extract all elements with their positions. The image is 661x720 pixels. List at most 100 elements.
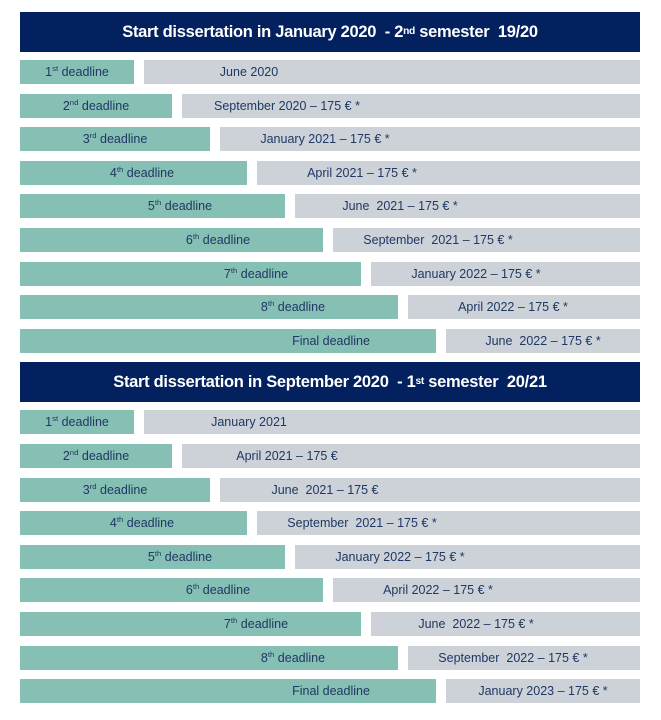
deadline-date-bar: April 2022 – 175 € *: [333, 578, 640, 603]
deadline-label-bar: 2nd deadline: [20, 443, 172, 468]
deadline-date: January 2022 – 175 € *: [411, 266, 541, 281]
deadline-label: 2nd deadline: [62, 447, 130, 463]
deadline-label-bar: Final deadline: [20, 328, 436, 353]
deadline-row: 8th deadline September 2022 – 175 € *: [20, 645, 640, 670]
deadline-row: 4th deadline September 2021 – 175 € *: [20, 511, 640, 536]
deadline-row: 3rd deadline June 2021 – 175 €: [20, 477, 640, 502]
section-header: Start dissertation in September 2020 - 1…: [20, 362, 640, 403]
deadline-date-bar: June 2021 – 175 € *: [295, 194, 640, 219]
deadline-row: 3rd deadline January 2021 – 175 € *: [20, 127, 640, 152]
deadline-date-bar: June 2022 – 175 € *: [371, 611, 640, 636]
deadline-label-bar: 6th deadline: [20, 578, 323, 603]
deadline-label: Final deadline: [292, 333, 370, 348]
deadline-label-bar: Final deadline: [20, 679, 436, 704]
deadline-date: June 2021 – 175 € *: [342, 199, 458, 214]
deadline-label: 8th deadline: [260, 649, 326, 665]
deadline-label: 1st deadline: [45, 63, 109, 79]
deadline-row: 2nd deadline September 2020 – 175 € *: [20, 93, 640, 118]
deadline-date-bar: September 2021 – 175 € *: [333, 227, 640, 252]
deadline-date: September 2021 – 175 € *: [287, 516, 437, 531]
deadline-label-bar: 2nd deadline: [20, 93, 172, 118]
deadline-date: April 2022 – 175 € *: [383, 583, 493, 598]
deadline-date-bar: April 2022 – 175 € *: [408, 295, 640, 320]
deadline-date: September 2022 – 175 € *: [438, 650, 588, 665]
deadline-label: 4th deadline: [109, 164, 175, 180]
deadline-label: 6th deadline: [185, 582, 251, 598]
deadline-date-bar: September 2021 – 175 € *: [257, 511, 640, 536]
deadline-rows: 1st deadline January 2021 2nd deadline A…: [20, 410, 640, 704]
deadline-label-bar: 5th deadline: [20, 194, 285, 219]
section-header-text-after: semester 19/20: [415, 22, 538, 41]
deadline-label-bar: 3rd deadline: [20, 127, 210, 152]
deadline-rows: 1st deadline June 2020 2nd deadline Sept…: [20, 60, 640, 353]
deadline-label: 3rd deadline: [82, 481, 148, 497]
deadline-label-bar: 4th deadline: [20, 511, 247, 536]
section-header-text: Start dissertation in January 2020 - 2: [122, 22, 404, 41]
deadline-date-bar: January 2021 – 175 € *: [220, 127, 640, 152]
deadline-date-bar: June 2020: [144, 60, 640, 84]
deadline-row: 5th deadline January 2022 – 175 € *: [20, 544, 640, 569]
deadline-date: June 2022 – 175 € *: [418, 616, 534, 631]
deadline-date-bar: April 2021 – 175 € *: [257, 160, 640, 185]
deadline-date-bar: September 2020 – 175 € *: [182, 93, 640, 118]
deadline-label-bar: 3rd deadline: [20, 477, 210, 502]
deadline-label-bar: 4th deadline: [20, 160, 247, 185]
deadline-label-bar: 7th deadline: [20, 261, 361, 286]
deadline-date-bar: June 2022 – 175 € *: [446, 328, 640, 353]
deadline-row: 4th deadline April 2021 – 175 € *: [20, 160, 640, 185]
deadline-label: 5th deadline: [147, 198, 213, 214]
deadline-label: 2nd deadline: [62, 97, 130, 113]
deadline-date: April 2021 – 175 €: [236, 448, 338, 463]
deadline-date: June 2021 – 175 €: [271, 482, 379, 497]
deadline-label-bar: 7th deadline: [20, 611, 361, 636]
deadline-label: 4th deadline: [109, 514, 175, 531]
deadline-date-bar: January 2022 – 175 € *: [371, 261, 640, 286]
deadline-date-bar: June 2021 – 175 €: [220, 477, 640, 502]
deadline-date-bar: September 2022 – 175 € *: [408, 645, 640, 670]
deadline-date: January 2021 – 175 € *: [260, 132, 390, 147]
deadline-date: September 2021 – 175 € *: [363, 232, 513, 247]
deadline-row: 2nd deadline April 2021 – 175 €: [20, 443, 640, 468]
deadline-date: September 2020 – 175 € *: [214, 98, 360, 113]
deadline-date: April 2021 – 175 € *: [307, 165, 417, 180]
deadline-date-bar: January 2021: [144, 410, 640, 435]
deadline-row: 1st deadline June 2020: [20, 60, 640, 84]
deadline-label-bar: 5th deadline: [20, 544, 285, 569]
deadline-date: January 2022 – 175 € *: [335, 549, 465, 564]
deadline-date: April 2022 – 175 € *: [458, 300, 568, 315]
deadline-date-bar: April 2021 – 175 €: [182, 443, 640, 468]
section-header-text: Start dissertation in September 2020 - 1: [113, 372, 416, 391]
deadline-row: 7th deadline January 2022 – 175 € *: [20, 261, 640, 286]
deadline-row: 6th deadline September 2021 – 175 € *: [20, 227, 640, 252]
deadline-row: 7th deadline June 2022 – 175 € *: [20, 611, 640, 636]
deadline-date: January 2021: [211, 415, 287, 430]
deadline-row: 8th deadline April 2022 – 175 € *: [20, 295, 640, 320]
deadline-date: June 2022 – 175 € *: [485, 333, 601, 348]
deadline-label-bar: 1st deadline: [20, 410, 134, 435]
deadline-row: 5th deadline June 2021 – 175 € *: [20, 194, 640, 219]
deadline-label: 1st deadline: [45, 414, 109, 430]
deadline-label: Final deadline: [292, 684, 370, 699]
section-header-text-after: semester 20/21: [424, 372, 547, 391]
deadline-label-bar: 8th deadline: [20, 645, 398, 670]
deadline-label-bar: 8th deadline: [20, 295, 398, 320]
deadline-label: 3rd deadline: [82, 131, 148, 147]
deadline-date-bar: January 2022 – 175 € *: [295, 544, 640, 569]
deadline-label: 7th deadline: [223, 265, 289, 281]
deadline-row: Final deadline January 2023 – 175 € *: [20, 679, 640, 704]
deadline-label-bar: 1st deadline: [20, 60, 134, 84]
deadline-date: June 2020: [219, 65, 279, 79]
deadline-label: 5th deadline: [147, 548, 213, 564]
deadline-row: Final deadline June 2022 – 175 € *: [20, 328, 640, 353]
deadline-row: 1st deadline January 2021: [20, 410, 640, 435]
deadline-label: 8th deadline: [260, 299, 326, 315]
deadline-date-bar: January 2023 – 175 € *: [446, 679, 640, 704]
deadline-label-bar: 6th deadline: [20, 227, 323, 252]
deadline-label: 6th deadline: [185, 231, 251, 247]
deadline-row: 6th deadline April 2022 – 175 € *: [20, 578, 640, 603]
deadline-label: 7th deadline: [223, 615, 289, 631]
deadline-section-sep-2020: Start dissertation in September 2020 - 1…: [20, 362, 640, 704]
